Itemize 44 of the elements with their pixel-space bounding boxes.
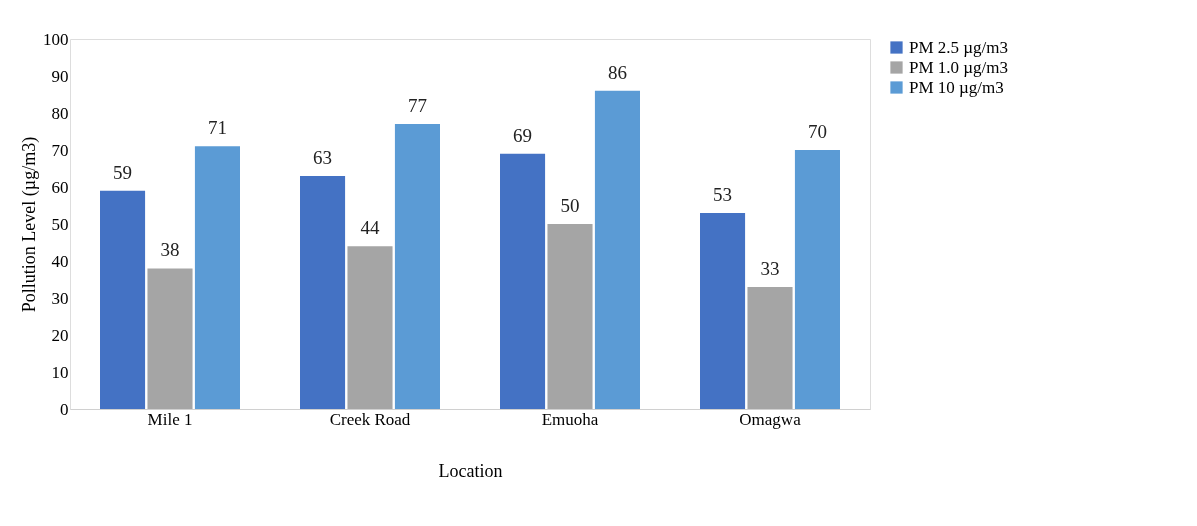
x-tick-label: Omagwa [739, 409, 802, 429]
y-tick-label: 70 [51, 140, 69, 160]
bar [794, 150, 840, 409]
data-label: 33 [760, 257, 780, 279]
data-label: 86 [607, 61, 627, 83]
y-tick-label: 40 [51, 251, 69, 271]
data-label: 71 [207, 117, 227, 139]
x-tick-label: Mile 1 [147, 409, 193, 429]
data-label: 38 [160, 239, 180, 261]
bar [147, 268, 193, 409]
data-label: 63 [313, 146, 333, 168]
bar [300, 175, 346, 409]
y-tick-label: 100 [43, 29, 69, 49]
legend-label: PM 10 µg/m3 [909, 77, 1004, 97]
y-tick-label: 80 [51, 103, 69, 123]
bar [347, 246, 393, 409]
data-label: 59 [113, 161, 133, 183]
x-axis-title: Location [438, 460, 503, 481]
data-label: 70 [807, 121, 827, 142]
y-tick-label: 20 [51, 325, 69, 345]
x-tick-label: Emuoha [541, 409, 599, 429]
y-tick-label: 30 [51, 288, 69, 308]
y-tick-label: 60 [51, 177, 69, 197]
data-label: 44 [360, 217, 380, 239]
bar [700, 212, 746, 409]
y-axis-title: Pollution Level (µg/m3) [19, 136, 40, 313]
x-tick-label: Creek Road [329, 409, 411, 429]
y-tick-label: 10 [51, 362, 69, 382]
data-label: 50 [560, 195, 580, 216]
data-label: 77 [407, 95, 427, 117]
bar [747, 286, 793, 409]
bar [500, 153, 546, 409]
bar [194, 146, 240, 409]
legend-label: PM 1.0 µg/m3 [909, 57, 1009, 77]
bar [594, 90, 640, 409]
bar [100, 190, 146, 409]
y-tick-label: 90 [51, 66, 69, 86]
data-label: 69 [513, 124, 533, 146]
legend-label: PM 2.5 µg/m3 [909, 37, 1009, 57]
y-tick-label: 50 [51, 214, 69, 234]
bar [394, 124, 440, 409]
bar [547, 224, 593, 409]
y-tick-label: 0 [60, 399, 69, 419]
data-label: 53 [713, 183, 733, 205]
